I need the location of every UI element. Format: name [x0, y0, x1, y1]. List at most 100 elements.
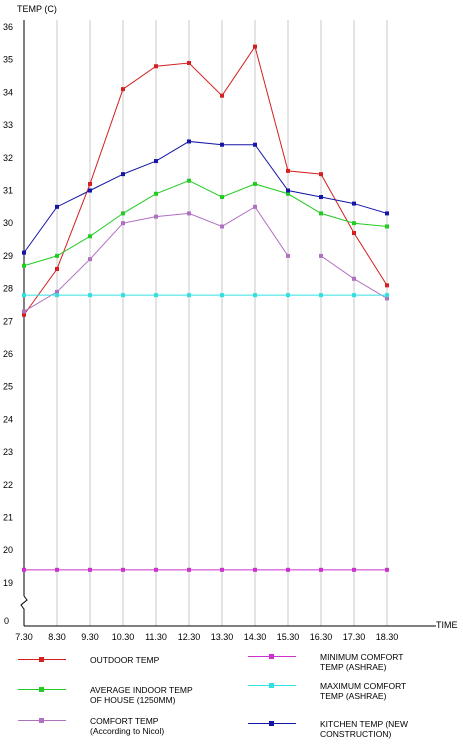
grid-lines	[56, 20, 388, 626]
y-tick-label-36: 36	[3, 22, 13, 32]
series-4-point-14.30	[253, 567, 257, 572]
series-2-point-12.30	[187, 178, 191, 183]
series-6-point-7.30	[22, 250, 26, 255]
series-2-point-7.30	[22, 263, 26, 268]
series-3-point-8.30	[55, 289, 59, 294]
series-2-point-11.30	[154, 191, 158, 196]
y-tick-label-28: 28	[3, 284, 13, 294]
series-6-point-14.30	[253, 142, 257, 147]
y-tick-label-26: 26	[3, 349, 13, 359]
series-4-point-18.30	[385, 567, 389, 572]
legend-swatch-maximum-comfort-temp	[248, 681, 296, 691]
x-tick-label-11.30: 11.30	[145, 632, 167, 642]
series-6-point-17.30	[352, 201, 356, 206]
series-6-point-12.30	[187, 139, 191, 144]
series-5-point-17.30	[352, 293, 356, 298]
series-6-point-11.30	[154, 159, 158, 164]
series-4	[22, 567, 389, 572]
y-tick-label-34: 34	[3, 87, 13, 97]
series-3	[22, 204, 389, 314]
series-6-point-13.30	[220, 142, 224, 147]
y-tick-label-30: 30	[3, 218, 13, 228]
series-1-point-13.30	[220, 93, 224, 98]
x-tick-label-14.30: 14.30	[244, 632, 267, 642]
legend-label-outdoor-temp: OUTDOOR TEMP	[90, 655, 160, 665]
series-3-point-18.30	[385, 296, 389, 301]
line-chart: TEMP (C) TIME 0 36 35 34 33 32 31 30 29 28 27 26 25…	[3, 4, 458, 642]
series-3-point-9.30	[88, 257, 92, 262]
series-5-point-9.30	[88, 293, 92, 298]
x-tick-label-10.30: 10.30	[112, 632, 135, 642]
y-tick-label-22: 22	[3, 480, 13, 490]
series-3-point-11.30	[154, 214, 158, 219]
series-4-point-16.30	[319, 567, 323, 572]
series-6-point-10.30	[121, 172, 125, 177]
series-5-point-14.30	[253, 293, 257, 298]
y-tick-label-29: 29	[3, 251, 13, 261]
series-5-point-8.30	[55, 293, 59, 298]
x-axis-title: TIME	[436, 620, 458, 630]
x-tick-labels: 7.30 8.30 9.30 10.30 11.30 12.30 13.30 14.30 15.…	[15, 632, 398, 642]
series-2-point-9.30	[88, 234, 92, 239]
x-tick-label-15.30: 15.30	[277, 632, 300, 642]
series-1-point-11.30	[154, 64, 158, 69]
series-5-point-7.30	[22, 293, 26, 298]
series-1-point-8.30	[55, 266, 59, 271]
series-2-point-16.30	[319, 211, 323, 216]
y-tick-labels: 36 35 34 33 32 31 30 29 28 27 26 25 24 23 22 21 20 19	[3, 22, 13, 588]
legend-item-outdoor-temp: OUTDOOR TEMP	[18, 655, 159, 665]
legend-item-minimum-comfort-temp: MINIMUM COMFORT TEMP (ASHRAE)	[248, 652, 403, 672]
series-6-point-15.30	[286, 188, 290, 193]
axes: TEMP (C) TIME 0	[4, 4, 458, 630]
series-1-point-7.30	[22, 312, 26, 317]
legend-swatch-average-indoor-temp	[18, 685, 66, 695]
series-4-point-10.30	[121, 567, 125, 572]
series-5-point-15.30	[286, 293, 290, 298]
series-5-point-12.30	[187, 293, 191, 298]
y-axis-title: TEMP (C)	[17, 4, 57, 14]
x-tick-label-18.30: 18.30	[376, 632, 399, 642]
legend-item-comfort-temp: COMFORT TEMP (According to Nicol)	[18, 716, 164, 736]
series-4-point-15.30	[286, 567, 290, 572]
series-2-point-10.30	[121, 211, 125, 216]
series-3-point-10.30	[121, 221, 125, 226]
series-6-point-9.30	[88, 188, 92, 193]
legend-label-maximum-comfort-temp: MAXIMUM COMFORT TEMP (ASHRAE)	[320, 681, 407, 701]
x-tick-label-7.30: 7.30	[15, 632, 33, 642]
y-zero-label: 0	[4, 616, 9, 626]
series-4-point-17.30	[352, 567, 356, 572]
series-6-point-16.30	[319, 195, 323, 200]
series-5	[22, 293, 389, 298]
series-1-point-15.30	[286, 168, 290, 173]
legend-swatch-outdoor-temp	[18, 655, 66, 665]
legend-label-kitchen-temp: KITCHEN TEMP (NEW CONSTRUCTION)	[320, 719, 408, 739]
legend-swatch-kitchen-temp	[248, 719, 296, 729]
series-group	[22, 44, 389, 572]
series-4-point-9.30	[88, 567, 92, 572]
series-5-point-13.30	[220, 293, 224, 298]
y-tick-label-23: 23	[3, 447, 13, 457]
series-2-line	[23, 180, 388, 267]
y-tick-label-33: 33	[3, 120, 13, 130]
series-6	[22, 139, 389, 255]
series-4-point-13.30	[220, 567, 224, 572]
y-tick-label-31: 31	[3, 186, 13, 196]
series-1-point-18.30	[385, 283, 389, 288]
x-tick-label-12.30: 12.30	[178, 632, 201, 642]
series-3-point-13.30	[220, 224, 224, 229]
y-tick-label-20: 20	[3, 545, 13, 555]
series-6-point-18.30	[385, 211, 389, 216]
series-5-point-18.30	[385, 293, 389, 298]
series-4-point-7.30	[22, 567, 26, 572]
legend-label-comfort-temp: COMFORT TEMP (According to Nicol)	[90, 716, 165, 736]
y-tick-label-21: 21	[3, 513, 13, 523]
series-5-point-16.30	[319, 293, 323, 298]
y-tick-label-24: 24	[3, 414, 13, 424]
series-3-point-12.30	[187, 211, 191, 216]
legend-swatch-comfort-temp	[18, 716, 66, 726]
series-2-point-15.30	[286, 191, 290, 196]
legend-item-kitchen-temp: KITCHEN TEMP (NEW CONSTRUCTION)	[248, 719, 408, 739]
y-axis-break	[20, 595, 28, 626]
x-tick-label-8.30: 8.30	[48, 632, 66, 642]
legend: OUTDOOR TEMP AVERAGE INDOOR TEMP OF HOUS…	[0, 648, 463, 749]
